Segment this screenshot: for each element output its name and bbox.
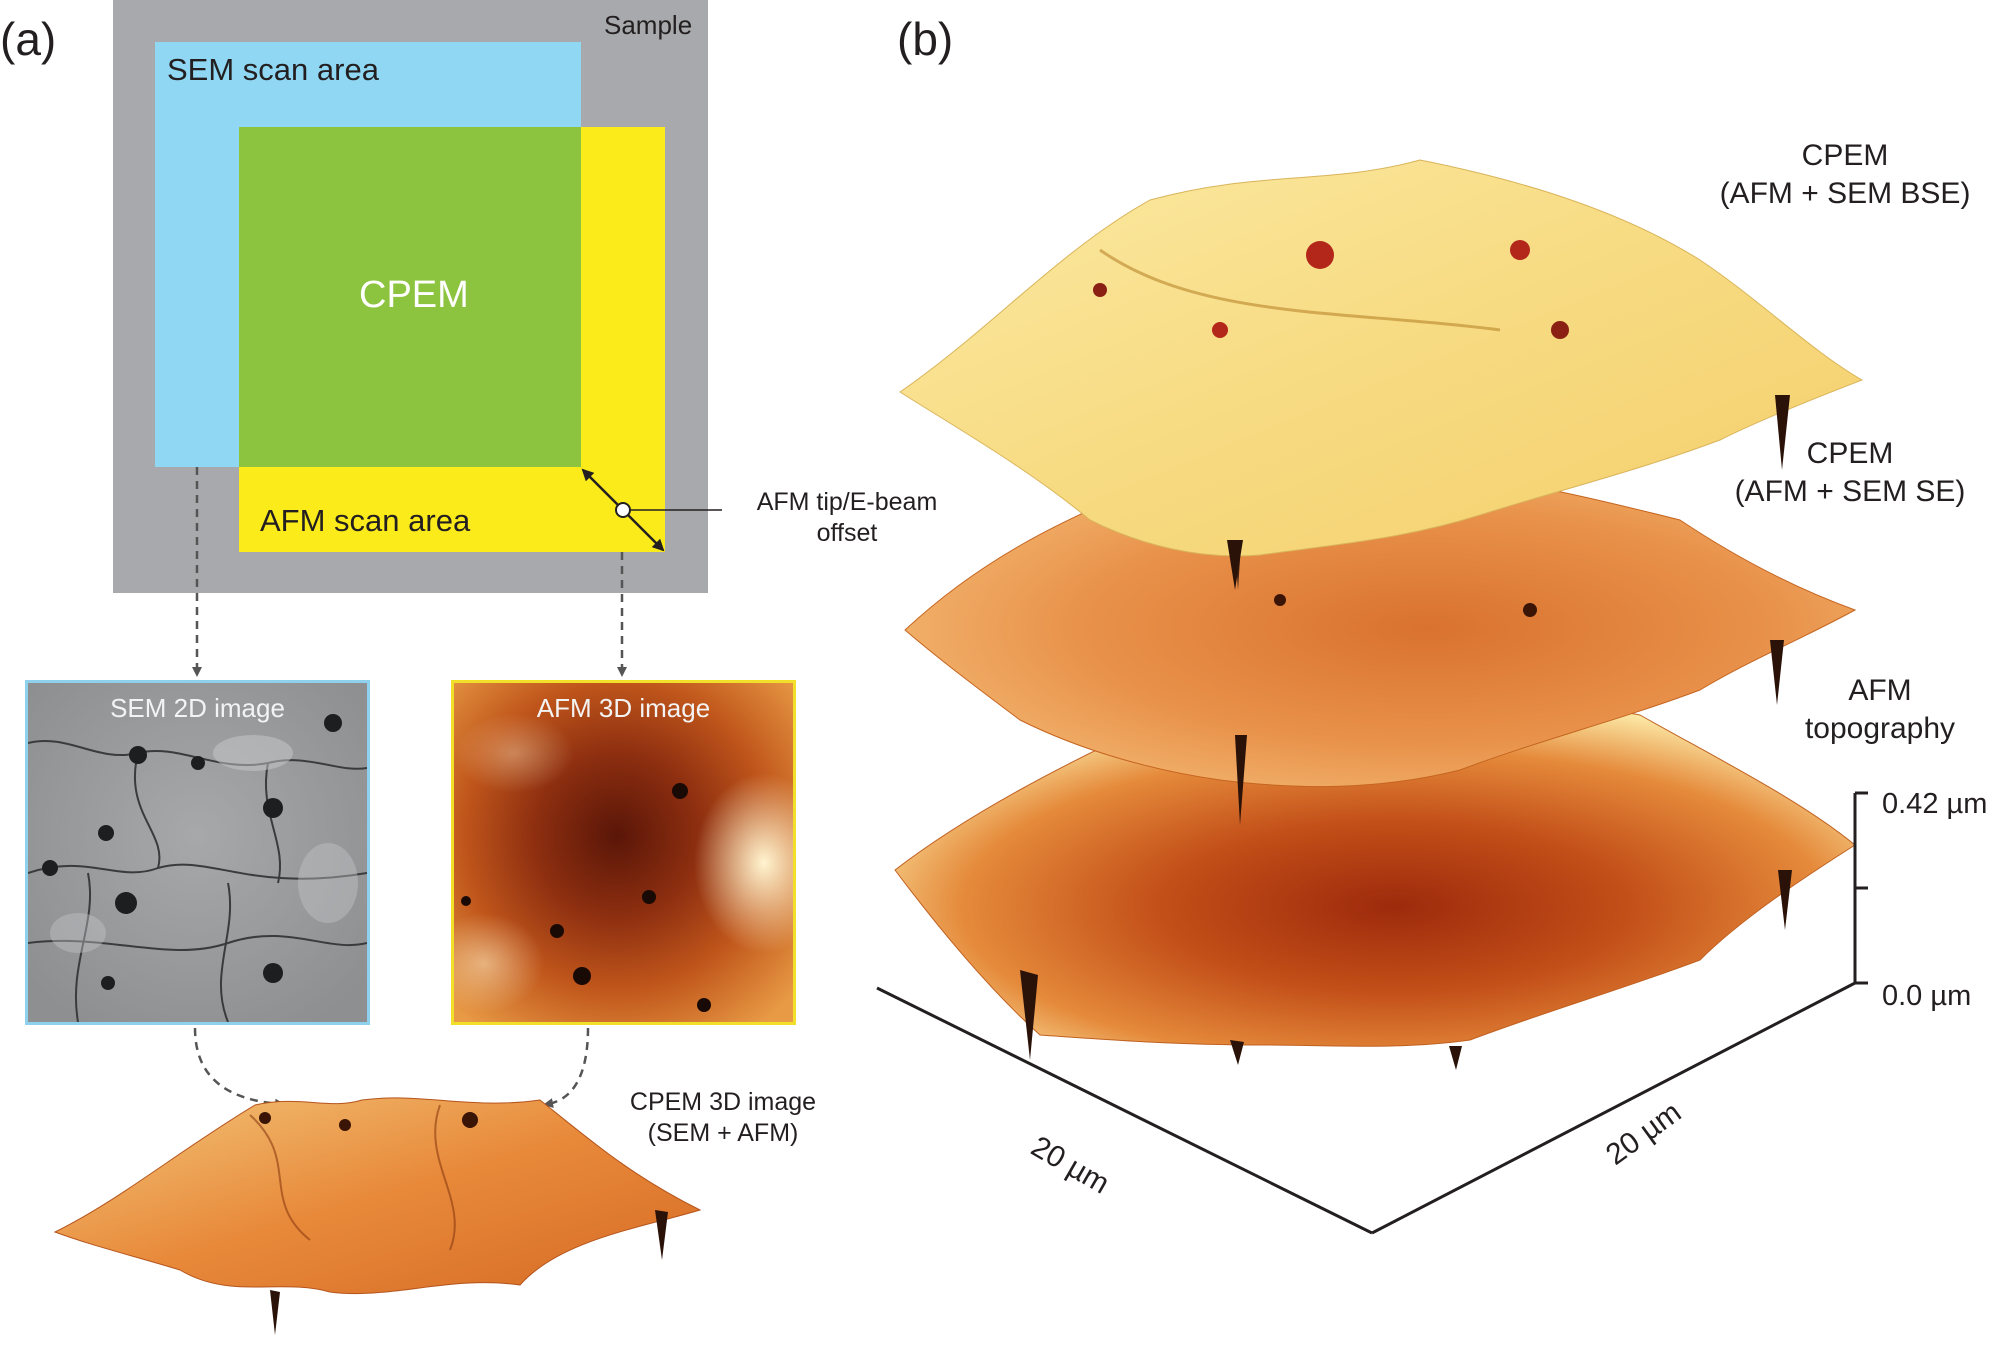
layer-se-label-line2: (AFM + SEM SE) bbox=[1734, 475, 1966, 508]
offset-arrow bbox=[581, 468, 722, 552]
cpem-3d-label-line1: CPEM 3D image bbox=[629, 1088, 817, 1116]
layer-afm-label-line1: AFM bbox=[1848, 674, 1912, 707]
offset-label-line2: offset bbox=[816, 519, 878, 547]
z-axis-max-label: 0.42 µm bbox=[1882, 788, 1988, 820]
sem-image-title: SEM 2D image bbox=[110, 693, 285, 723]
sample-label: Sample bbox=[604, 10, 693, 40]
layer-afm-label: AFM topography bbox=[1765, 672, 1995, 748]
layer-bse-label-line2: (AFM + SEM BSE) bbox=[1719, 177, 1971, 210]
cpem-label: CPEM bbox=[359, 274, 469, 316]
layer-bse-label: CPEM (AFM + SEM BSE) bbox=[1690, 137, 2000, 213]
layer-se-label-line1: CPEM bbox=[1806, 437, 1894, 470]
dashed-arrow-sem-merge bbox=[193, 1027, 285, 1109]
sem-2d-image: SEM 2D image bbox=[25, 680, 370, 1025]
cpem-overlap-area bbox=[239, 127, 581, 467]
z-axis-min-label: 0.0 µm bbox=[1882, 980, 1972, 1012]
sem-scan-area-label: SEM scan area bbox=[167, 52, 379, 87]
cpem-3d-label-line2: (SEM + AFM) bbox=[647, 1119, 799, 1147]
layer-se-label: CPEM (AFM + SEM SE) bbox=[1705, 435, 1995, 511]
cpem-bse-surface bbox=[899, 159, 1864, 590]
cpem-3d-surface bbox=[53, 1097, 702, 1335]
panel-b-label: (b) bbox=[897, 13, 954, 65]
sem-micrograph-graphic bbox=[28, 683, 367, 1022]
offset-label-line1: AFM tip/E-beam bbox=[756, 488, 938, 516]
afm-image-title: AFM 3D image bbox=[536, 693, 711, 723]
afm-scan-area-label: AFM scan area bbox=[260, 503, 471, 538]
dashed-arrow-afm-merge bbox=[543, 1027, 590, 1109]
afm-3d-image: AFM 3D image bbox=[451, 680, 796, 1025]
afm-height-map-graphic bbox=[454, 683, 793, 1022]
axes-3d bbox=[876, 791, 1868, 1235]
cpem-3d-label: CPEM 3D image (SEM + AFM) bbox=[618, 1087, 828, 1149]
layer-afm-label-line2: topography bbox=[1804, 712, 1956, 745]
panel-a-label: (a) bbox=[0, 13, 57, 65]
layer-bse-label-line1: CPEM bbox=[1801, 139, 1889, 172]
offset-label: AFM tip/E-beam offset bbox=[727, 487, 967, 549]
